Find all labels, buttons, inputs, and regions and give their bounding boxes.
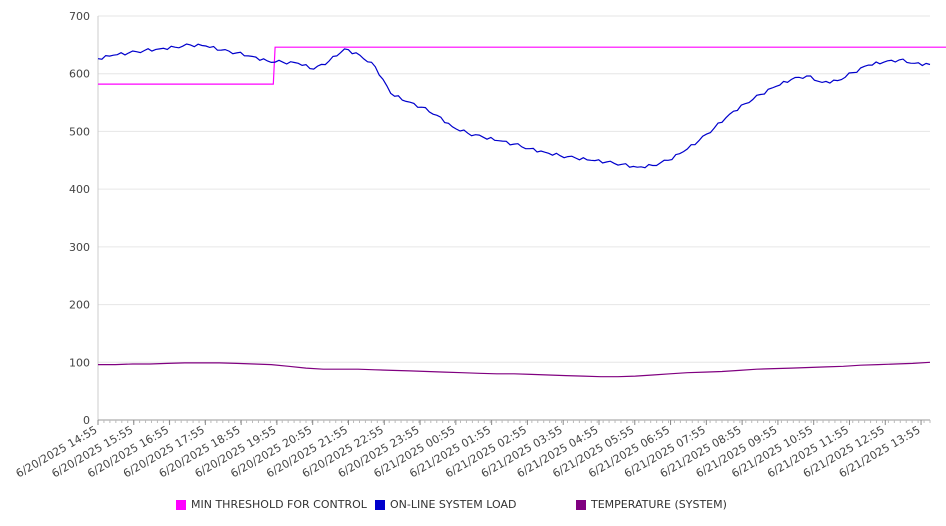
series-line-on-line-system-load <box>97 43 931 169</box>
legend-item-online-system-load[interactable]: ON-LINE SYSTEM LOAD <box>375 498 516 511</box>
y-tick-label: 400 <box>69 183 90 196</box>
y-tick-labels: 0 100 200 300 400 500 600 700 <box>69 10 90 427</box>
x-tick-labels: 6/20/2025 14:556/20/2025 15:556/20/2025 … <box>14 423 923 480</box>
y-tick-label: 300 <box>69 241 90 254</box>
y-tick-label: 200 <box>69 299 90 312</box>
series-line-min-threshold-for-control <box>98 46 946 85</box>
legend-label-min-threshold: MIN THRESHOLD FOR CONTROL <box>191 498 367 511</box>
y-tick-label: 0 <box>83 414 90 427</box>
y-tick-label: 500 <box>69 125 90 138</box>
legend-swatch-min-threshold <box>176 499 186 510</box>
series-line-temperature-system <box>98 361 931 378</box>
y-tick-label: 600 <box>69 68 90 81</box>
legend-swatch-temperature <box>576 499 586 510</box>
series-lines <box>97 43 946 378</box>
legend-item-temperature[interactable]: TEMPERATURE (SYSTEM) <box>576 498 727 511</box>
legend-item-min-threshold[interactable]: MIN THRESHOLD FOR CONTROL <box>176 498 367 511</box>
legend-label-online-system-load: ON-LINE SYSTEM LOAD <box>390 498 517 511</box>
y-tick-label: 700 <box>69 10 90 23</box>
y-tick-label: 100 <box>69 356 90 369</box>
axes <box>97 16 931 425</box>
grid-lines <box>98 15 930 363</box>
legend-swatch-online-system-load <box>375 499 385 510</box>
legend-label-temperature: TEMPERATURE (SYSTEM) <box>591 498 727 511</box>
legend: MIN THRESHOLD FOR CONTROL ON-LINE SYSTEM… <box>0 498 946 514</box>
